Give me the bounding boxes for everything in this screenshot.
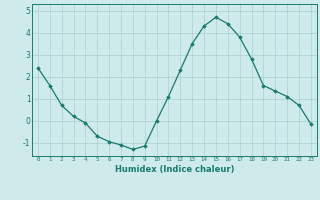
X-axis label: Humidex (Indice chaleur): Humidex (Indice chaleur) (115, 165, 234, 174)
